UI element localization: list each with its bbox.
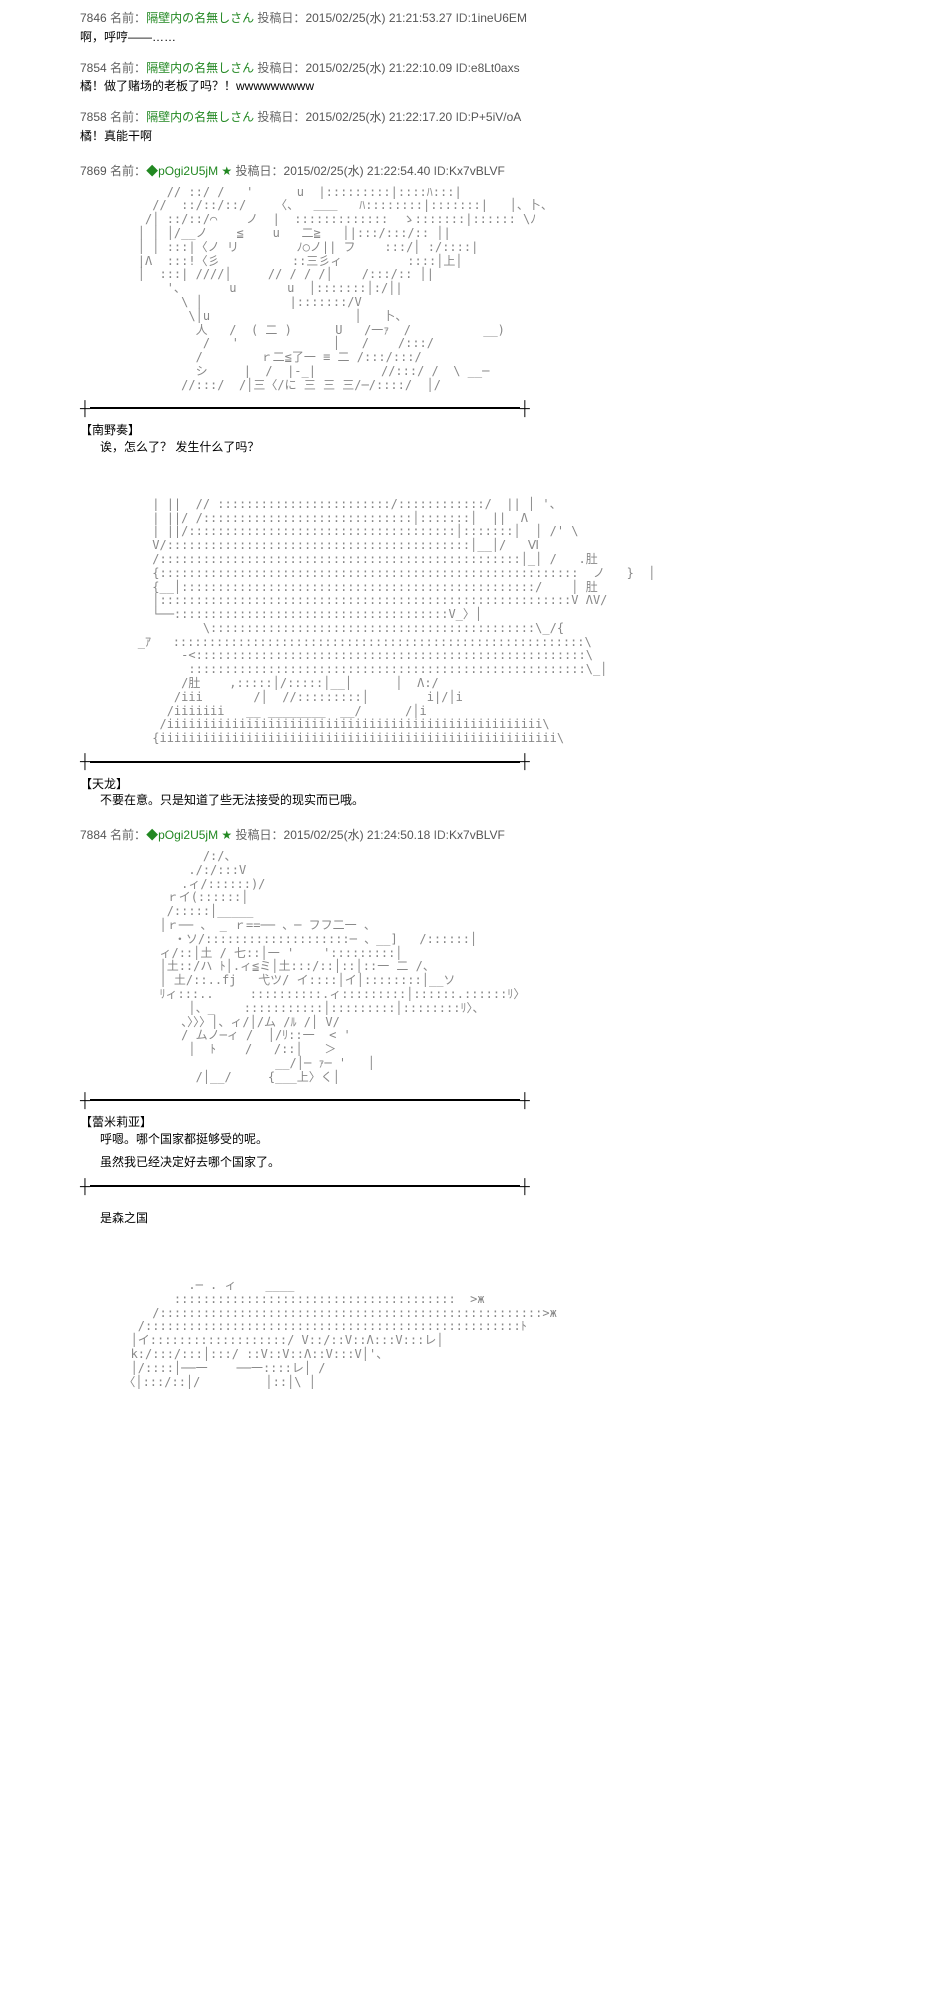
post-id: Kx7vBLVF <box>449 164 505 178</box>
name-label: 名前： <box>110 828 146 842</box>
name-label: 名前： <box>110 110 146 124</box>
character-name-remilia: 【蕾米莉亚】 <box>80 1114 850 1131</box>
name-label: 名前： <box>110 11 146 25</box>
poster-name: 隔壁内の名無しさん <box>146 110 254 124</box>
dialogue-tenryu: 不要在意。只是知道了些无法接受的现实而已哦。 <box>100 792 850 809</box>
post-7869: 7869 名前：◆pOgi2U5jM ★ 投稿日：2015/02/25(水) 2… <box>80 163 850 809</box>
divider <box>80 399 850 419</box>
name-label: 名前： <box>110 61 146 75</box>
post-id: e8Lt0axs <box>471 61 520 75</box>
post-7846: 7846 名前：隔壁内の名無しさん 投稿日：2015/02/25(水) 21:2… <box>80 10 850 46</box>
post-date: 2015/02/25(水) 21:22:54.40 <box>284 164 431 178</box>
divider <box>80 1177 850 1197</box>
post-header: 7869 名前：◆pOgi2U5jM ★ 投稿日：2015/02/25(水) 2… <box>80 163 850 180</box>
dialogue-forest: 是森之国 <box>100 1210 850 1227</box>
id-label: ID: <box>434 828 449 842</box>
ascii-art-tenryu: | || // ::::::::::::::::::::::::/:::::::… <box>80 498 850 746</box>
character-name-tenryu: 【天龙】 <box>80 776 850 793</box>
post-label: 投稿日： <box>236 164 284 178</box>
divider <box>80 752 850 772</box>
post-header: 7854 名前：隔壁内の名無しさん 投稿日：2015/02/25(水) 21:2… <box>80 60 850 77</box>
post-number: 7858 <box>80 110 107 124</box>
ascii-art-minamino: // ::/ / ' u |:::::::::|::::ﾊ:::| // ::/… <box>80 186 850 393</box>
post-header: 7858 名前：隔壁内の名無しさん 投稿日：2015/02/25(水) 21:2… <box>80 109 850 126</box>
divider <box>80 1091 850 1111</box>
post-id: P+5iV/oA <box>471 110 521 124</box>
dialogue-remilia-1: 呼嗯。哪个国家都挺够受的呢。 <box>100 1131 850 1148</box>
post-body: 橘！做了赌场的老板了吗？！wwwwwwwww <box>80 78 850 95</box>
post-7858: 7858 名前：隔壁内の名無しさん 投稿日：2015/02/25(水) 21:2… <box>80 109 850 145</box>
post-body: 橘！真能干啊 <box>80 128 850 145</box>
post-date: 2015/02/25(水) 21:22:17.20 <box>305 110 452 124</box>
ascii-art-partial: .─ . ィ ____ ::::::::::::::::::::::::::::… <box>80 1279 850 1389</box>
post-date: 2015/02/25(水) 21:24:50.18 <box>284 828 431 842</box>
post-label: 投稿日： <box>257 61 305 75</box>
post-number: 7869 <box>80 164 107 178</box>
post-id: Kx7vBLVF <box>449 828 505 842</box>
post-number: 7854 <box>80 61 107 75</box>
ascii-art-remilia: /:/、 ./:/:::V .ィ/::::::)/ ｒイ(::::::│ /::… <box>80 850 850 1085</box>
post-body: 啊，呼哼——…… <box>80 29 850 46</box>
name-label: 名前： <box>110 164 146 178</box>
post-number: 7846 <box>80 11 107 25</box>
id-label: ID: <box>434 164 449 178</box>
post-label: 投稿日： <box>257 11 305 25</box>
post-id: 1ineU6EM <box>471 11 527 25</box>
post-label: 投稿日： <box>257 110 305 124</box>
post-7854: 7854 名前：隔壁内の名無しさん 投稿日：2015/02/25(水) 21:2… <box>80 60 850 96</box>
post-header: 7884 名前：◆pOgi2U5jM ★ 投稿日：2015/02/25(水) 2… <box>80 827 850 844</box>
id-label: ID: <box>456 110 471 124</box>
post-date: 2015/02/25(水) 21:21:53.27 <box>305 11 452 25</box>
dialogue-minamino: 诶，怎么了？ 发生什么了吗？ <box>100 439 850 456</box>
poster-name: 隔壁内の名無しさん <box>146 61 254 75</box>
character-name-minamino: 【南野奏】 <box>80 422 850 439</box>
poster-name: 隔壁内の名無しさん <box>146 11 254 25</box>
post-header: 7846 名前：隔壁内の名無しさん 投稿日：2015/02/25(水) 21:2… <box>80 10 850 27</box>
post-date: 2015/02/25(水) 21:22:10.09 <box>305 61 452 75</box>
post-7884: 7884 名前：◆pOgi2U5jM ★ 投稿日：2015/02/25(水) 2… <box>80 827 850 1389</box>
poster-name: ◆pOgi2U5jM ★ <box>146 164 232 178</box>
id-label: ID: <box>456 61 471 75</box>
post-label: 投稿日： <box>236 828 284 842</box>
poster-name: ◆pOgi2U5jM ★ <box>146 828 232 842</box>
post-number: 7884 <box>80 828 107 842</box>
id-label: ID: <box>456 11 471 25</box>
dialogue-remilia-2: 虽然我已经决定好去哪个国家了。 <box>100 1154 850 1171</box>
